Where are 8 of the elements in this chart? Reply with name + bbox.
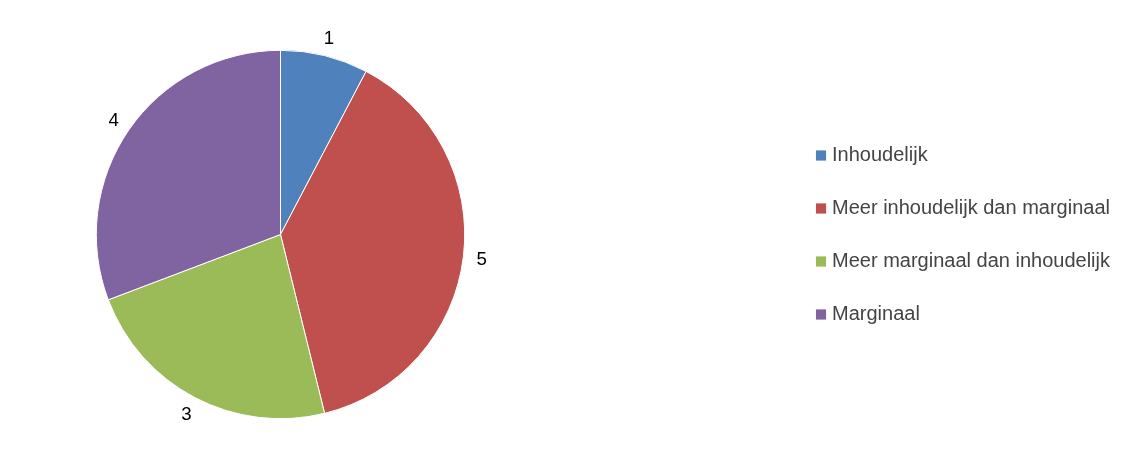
legend-label: Inhoudelijk bbox=[832, 143, 928, 166]
data-label: 1 bbox=[323, 27, 335, 49]
data-label: 3 bbox=[181, 403, 192, 425]
data-label: 5 bbox=[476, 248, 487, 270]
legend-label: Meer marginaal dan inhoudelijk bbox=[832, 249, 1110, 272]
legend-label: Marginaal bbox=[832, 302, 920, 325]
legend-label: Meer inhoudelijk dan marginaal bbox=[832, 196, 1110, 219]
data-label: 4 bbox=[108, 109, 119, 131]
